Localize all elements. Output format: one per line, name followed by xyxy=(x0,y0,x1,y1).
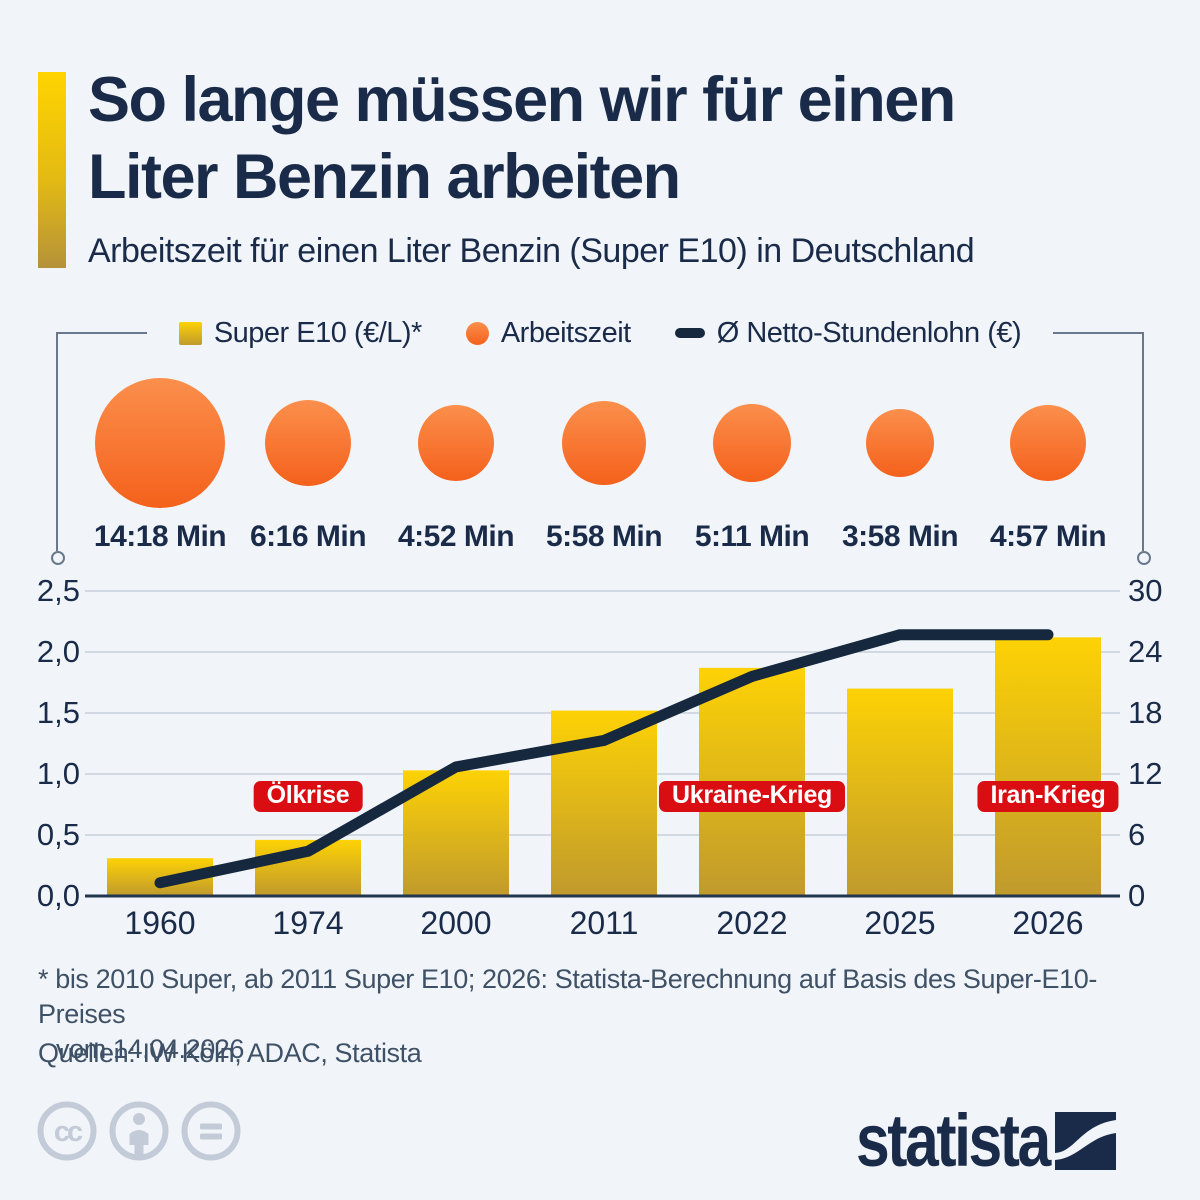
x-axis-label-2000: 2000 xyxy=(420,905,491,941)
line-swatch-icon xyxy=(674,328,705,338)
left-axis-tick: 0,5 xyxy=(37,817,80,852)
worktime-label-1960: 14:18 Min xyxy=(93,520,227,553)
chart-area: 0,0 0 0,5 6 1,0 12 1,5 18 2,0 24 2,5 30 1960 1974 2000… xyxy=(0,560,1200,960)
worktime-bubble-2022 xyxy=(713,404,791,482)
bubble-col-2026: 4:57 Min xyxy=(974,368,1122,554)
bubble-col-1974: 6:16 Min xyxy=(234,368,382,554)
left-axis-tick: 2,5 xyxy=(37,573,80,608)
statista-logo[interactable]: statista xyxy=(856,1098,1117,1183)
bubble-swatch-icon xyxy=(465,321,489,345)
svg-text:cc: cc xyxy=(54,1116,83,1148)
worktime-bubble-2025 xyxy=(866,409,934,477)
legend-item-arbeitszeit: Arbeitszeit xyxy=(465,316,631,350)
bubble-col-2011: 5:58 Min xyxy=(530,368,678,554)
cc-by-person-icon[interactable] xyxy=(109,1101,169,1161)
bubble-col-2000: 4:52 Min xyxy=(382,368,530,554)
right-axis-tick: 30 xyxy=(1128,573,1162,608)
right-axis-tick: 0 xyxy=(1128,878,1145,913)
worktime-bubble-1974 xyxy=(265,400,351,486)
legend-rule-left xyxy=(57,332,147,334)
worktime-label-2025: 3:58 Min xyxy=(841,520,959,553)
right-axis-tick: 18 xyxy=(1128,695,1162,730)
cc-icon[interactable]: cc xyxy=(37,1101,97,1161)
bubble-col-2025: 3:58 Min xyxy=(826,368,974,554)
statista-wordmark: statista xyxy=(856,1099,1051,1182)
right-axis-tick: 24 xyxy=(1128,634,1162,669)
x-axis-label-1974: 1974 xyxy=(272,905,343,941)
bubble-wrap xyxy=(265,368,351,518)
worktime-bubble-2000 xyxy=(418,405,494,481)
price-wage-chart: 0,0 0 0,5 6 1,0 12 1,5 18 2,0 24 2,5 30 1960 1974 2000… xyxy=(37,573,1163,941)
bubble-wrap xyxy=(1010,368,1086,518)
page-subtitle: Arbeitszeit für einen Liter Benzin (Supe… xyxy=(88,232,975,270)
footnote-line-1: * bis 2010 Super, ab 2011 Super E10; 202… xyxy=(38,964,1097,1029)
bubble-col-2022: 5:11 Min xyxy=(678,368,826,554)
price-bar-2025 xyxy=(847,688,953,896)
event-annotation-1974: Ölkrise xyxy=(253,781,363,812)
x-axis-label-1960: 1960 xyxy=(124,905,195,941)
title-line-1: So lange müssen wir für einen xyxy=(88,65,956,135)
bubble-wrap xyxy=(95,368,225,518)
legend-rule-right xyxy=(1053,332,1143,334)
legend-label: Arbeitszeit xyxy=(500,316,631,349)
title-line-2: Liter Benzin arbeiten xyxy=(88,142,681,212)
connector-dot-left xyxy=(51,551,65,565)
legend-label: Super E10 (€/L)* xyxy=(213,316,423,349)
price-bar-2026 xyxy=(995,637,1101,896)
bubble-wrap xyxy=(562,368,646,518)
wage-line xyxy=(154,629,1054,889)
right-axis-tick: 6 xyxy=(1128,817,1145,852)
bar-swatch-icon xyxy=(178,321,202,345)
worktime-bubble-1960 xyxy=(95,378,225,508)
connector-dot-right xyxy=(1137,551,1151,565)
x-axis-label-2011: 2011 xyxy=(570,905,639,941)
worktime-bubble-2026 xyxy=(1010,405,1086,481)
worktime-label-1974: 6:16 Min xyxy=(249,520,367,553)
worktime-bubble-row: 14:18 Min 6:16 Min 4:52 Min 5:58 Min 5:11 Mi… xyxy=(86,368,1122,554)
worktime-label-2011: 5:58 Min xyxy=(545,520,663,553)
bubble-col-1960: 14:18 Min xyxy=(86,368,234,554)
accent-bar xyxy=(38,72,66,268)
bubble-wrap xyxy=(713,368,791,518)
event-annotation-2022: Ukraine-Krieg xyxy=(658,781,846,812)
cc-license-icons[interactable]: cc xyxy=(37,1101,241,1161)
footnote-line-2: vom 14.04.2026 xyxy=(56,1034,245,1064)
legend-label: Ø Netto-Stundenlohn (€) xyxy=(716,316,1022,349)
right-axis-tick: 12 xyxy=(1128,756,1162,791)
left-axis-tick: 2,0 xyxy=(37,634,80,669)
worktime-label-2000: 4:52 Min xyxy=(397,520,515,553)
left-axis-tick: 0,0 xyxy=(37,878,80,913)
worktime-label-2022: 5:11 Min xyxy=(694,520,810,553)
worktime-label-2026: 4:57 Min xyxy=(989,520,1107,553)
event-annotation-2026: Iran-Krieg xyxy=(977,781,1119,812)
worktime-bubble-2011 xyxy=(562,401,646,485)
x-axis-label-2022: 2022 xyxy=(716,905,787,941)
chart-legend: Super E10 (€/L)* Arbeitszeit Ø Netto-Stu… xyxy=(57,316,1143,350)
sources-text: Quellen: IW Köln, ADAC, Statista xyxy=(38,1038,422,1068)
bubble-wrap xyxy=(866,368,934,518)
legend-connector-left xyxy=(56,332,58,551)
legend-connector-right xyxy=(1142,332,1144,551)
statista-logo-mark-icon xyxy=(1055,1111,1117,1170)
x-axis-label-2025: 2025 xyxy=(864,905,935,941)
legend-item-stundenlohn: Ø Netto-Stundenlohn (€) xyxy=(674,316,1022,350)
footnote: * bis 2010 Super, ab 2011 Super E10; 202… xyxy=(38,962,1168,1067)
legend-item-super-e10: Super E10 (€/L)* xyxy=(178,316,423,350)
left-axis-tick: 1,5 xyxy=(37,695,80,730)
cc-nd-equals-icon[interactable] xyxy=(181,1101,241,1161)
bubble-wrap xyxy=(418,368,494,518)
page-title: So lange müssen wir für einen Liter Benz… xyxy=(88,62,1158,216)
x-axis-label-2026: 2026 xyxy=(1012,905,1083,941)
left-axis-tick: 1,0 xyxy=(37,756,80,791)
